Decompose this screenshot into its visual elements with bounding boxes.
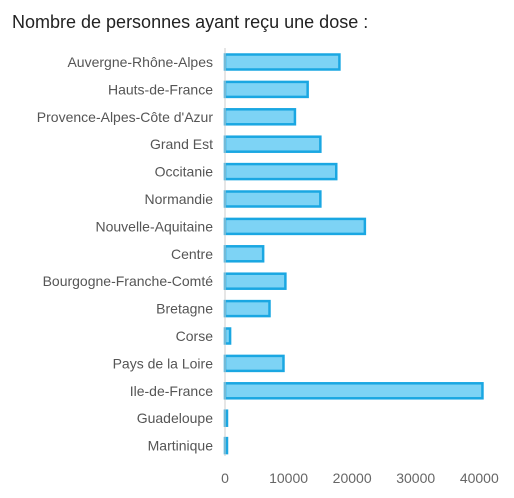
bars (223, 53, 484, 455)
category-label: Ile-de-France (130, 383, 213, 399)
bar[interactable] (223, 299, 271, 318)
bar[interactable] (223, 217, 367, 236)
category-label: Bourgogne-Franche-Comté (43, 273, 214, 289)
category-label: Guadeloupe (137, 410, 214, 426)
x-tick-label: 10000 (269, 470, 308, 486)
category-label: Martinique (148, 438, 214, 454)
chart-title: Nombre de personnes ayant reçu une dose … (12, 12, 369, 32)
category-label: Normandie (145, 191, 214, 207)
bar[interactable] (223, 272, 287, 290)
x-tick-label: 20000 (333, 470, 372, 486)
bar[interactable] (223, 162, 338, 181)
category-label: Corse (176, 328, 214, 344)
bar[interactable] (223, 190, 322, 208)
category-label: Provence-Alpes-Côte d'Azur (37, 109, 214, 125)
bar[interactable] (223, 382, 484, 400)
bar[interactable] (223, 108, 297, 126)
category-label: Nouvelle-Aquitaine (95, 218, 213, 234)
category-label: Grand Est (150, 136, 213, 152)
x-axis: 0 10000 20000 30000 40000 (221, 48, 499, 486)
category-label: Bretagne (156, 301, 213, 317)
category-label: Hauts-de-France (108, 81, 213, 97)
x-tick-label: 0 (221, 470, 229, 486)
x-tick-label: 40000 (460, 470, 499, 486)
bar[interactable] (223, 327, 232, 345)
bar[interactable] (223, 53, 341, 71)
category-label: Pays de la Loire (113, 355, 214, 371)
bar[interactable] (223, 354, 285, 373)
category-labels: Auvergne-Rhône-Alpes Hauts-de-France Prove… (37, 54, 214, 454)
category-label: Centre (171, 246, 213, 262)
bar[interactable] (223, 80, 309, 99)
category-label: Occitanie (155, 164, 214, 180)
category-label: Auvergne-Rhône-Alpes (67, 54, 213, 70)
bar[interactable] (223, 135, 322, 153)
bar[interactable] (223, 245, 265, 263)
x-tick-label: 30000 (396, 470, 435, 486)
